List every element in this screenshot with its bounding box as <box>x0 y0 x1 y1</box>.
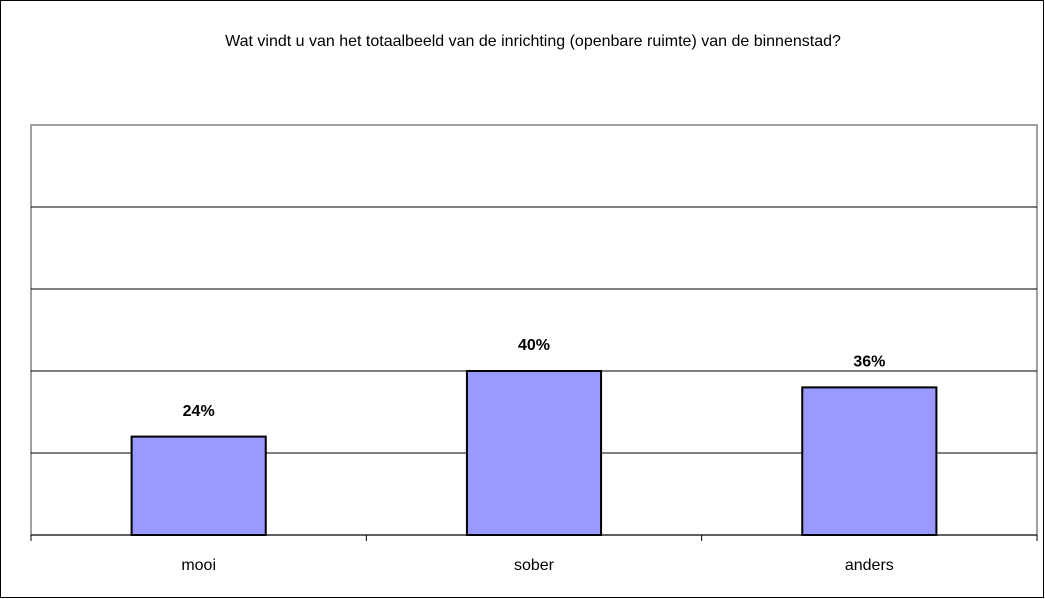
bar <box>465 370 603 536</box>
x-tick-label: mooi <box>181 557 216 574</box>
chart-title: Wat vindt u van het totaalbeeld van de i… <box>225 33 841 50</box>
value-label: 36% <box>853 354 885 371</box>
bar <box>130 435 267 537</box>
value-label: 40% <box>518 337 550 354</box>
x-tick-label: sober <box>514 557 555 574</box>
x-tick-label: anders <box>845 557 894 574</box>
bar <box>801 386 938 536</box>
value-label: 24% <box>183 403 215 420</box>
